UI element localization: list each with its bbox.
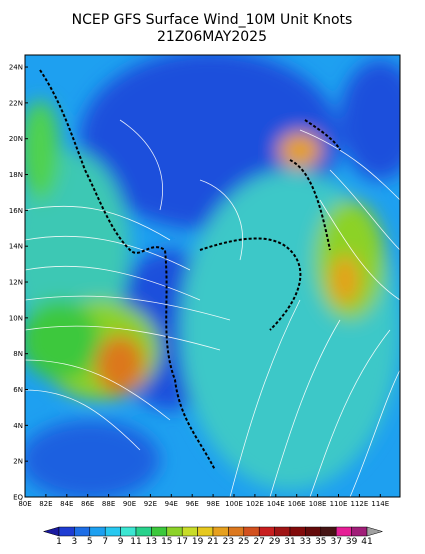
colorbar-swatch	[135, 526, 152, 537]
colorbar-swatch	[181, 526, 198, 537]
lat-label: 2N	[13, 458, 23, 466]
colorbar-swatch	[243, 526, 260, 537]
colorbar-swatch	[305, 526, 322, 537]
colorbar-swatch	[351, 526, 368, 537]
lat-label: 20N	[9, 135, 23, 143]
colorbar-label: 1	[56, 537, 62, 547]
lon-label: 110E	[330, 500, 348, 508]
colorbar-label: 11	[130, 537, 141, 547]
colorbar-label: 27	[253, 537, 264, 547]
lon-axis: 80E 82E 84E 86E 88E 90E 92E 94E 96E 98E 100E 102E 10…	[18, 494, 389, 508]
colorbar-label: 41	[361, 537, 372, 547]
colorbar-label: 9	[118, 537, 124, 547]
colorbar-arrow	[42, 526, 60, 537]
lon-label: 112E	[351, 500, 369, 508]
colorbar-swatch	[151, 526, 168, 537]
colorbar-swatch	[166, 526, 183, 537]
colorbar-label: 13	[146, 537, 157, 547]
lat-label: 18N	[9, 171, 23, 179]
colorbar-swatch	[197, 526, 214, 537]
colorbar-label: 39	[346, 537, 358, 547]
colorbar-swatch	[335, 526, 352, 537]
colorbar-label: 25	[238, 537, 249, 547]
lon-label: 92E	[144, 500, 157, 508]
lon-label: 84E	[60, 500, 73, 508]
lat-axis: EQ 2N 4N 6N 8N 10N 12N 14N 16N 18N 20N 22N 24N	[9, 64, 28, 502]
colorbar-label: 29	[269, 537, 281, 547]
lat-label: 24N	[9, 64, 23, 72]
lon-label: 104E	[267, 500, 285, 508]
lat-label: 12N	[9, 279, 23, 287]
colorbar: 1 3 5 7 9 11 13 15 17 19 21 23 25 27 29 31 33 35 37 39 41	[42, 526, 384, 547]
colorbar-swatch	[320, 526, 337, 537]
colorbar-label: 3	[72, 537, 78, 547]
lon-label: 82E	[39, 500, 52, 508]
colorbar-label: 31	[284, 537, 295, 547]
lat-label: 22N	[9, 99, 23, 107]
lon-label: 88E	[102, 500, 115, 508]
colorbar-swatch	[104, 526, 121, 537]
lat-label: 10N	[9, 314, 23, 322]
lon-label: 86E	[81, 500, 94, 508]
colorbar-swatch	[258, 526, 275, 537]
lat-label: 8N	[13, 350, 23, 358]
colorbar-label: 37	[330, 537, 341, 547]
colorbar-label: 23	[223, 537, 234, 547]
colorbar-swatch	[58, 526, 75, 537]
subtitle: 21Z06MAY2025	[157, 29, 267, 45]
lat-label: 4N	[13, 422, 23, 430]
colorbar-swatch	[74, 526, 91, 537]
colorbar-label: 21	[207, 537, 218, 547]
lon-label: 108E	[309, 500, 327, 508]
lon-label: 114E	[371, 500, 389, 508]
colorbar-label: 15	[161, 537, 172, 547]
lon-label: 102E	[246, 500, 264, 508]
lat-label: 16N	[9, 207, 23, 215]
wind-field	[25, 55, 400, 497]
title: NCEP GFS Surface Wind_10M Unit Knots	[72, 12, 353, 28]
lat-label: 6N	[13, 386, 23, 394]
colorbar-swatch	[289, 526, 306, 537]
colorbar-label: 19	[192, 537, 204, 547]
colorbar-label: 5	[87, 537, 93, 547]
map-frame	[24, 54, 401, 498]
lon-label: 90E	[123, 500, 136, 508]
lon-label: 94E	[165, 500, 178, 508]
colorbar-label: 17	[176, 537, 187, 547]
colorbar-label: 33	[300, 537, 311, 547]
colorbar-label: 7	[102, 537, 108, 547]
lat-label: EQ	[13, 494, 23, 502]
colorbar-swatch	[120, 526, 137, 537]
colorbar-swatch	[228, 526, 245, 537]
colorbar-swatch	[274, 526, 291, 537]
lon-label: 96E	[186, 500, 199, 508]
lon-label: 100E	[225, 500, 243, 508]
colorbar-swatch	[212, 526, 229, 537]
colorbar-label: 35	[315, 537, 326, 547]
lon-label: 98E	[206, 500, 219, 508]
colorbar-arrow	[366, 526, 384, 537]
colorbar-swatch	[89, 526, 106, 537]
lat-label: 14N	[9, 243, 23, 251]
lon-label: 106E	[288, 500, 306, 508]
lon-label: 80E	[18, 500, 31, 508]
